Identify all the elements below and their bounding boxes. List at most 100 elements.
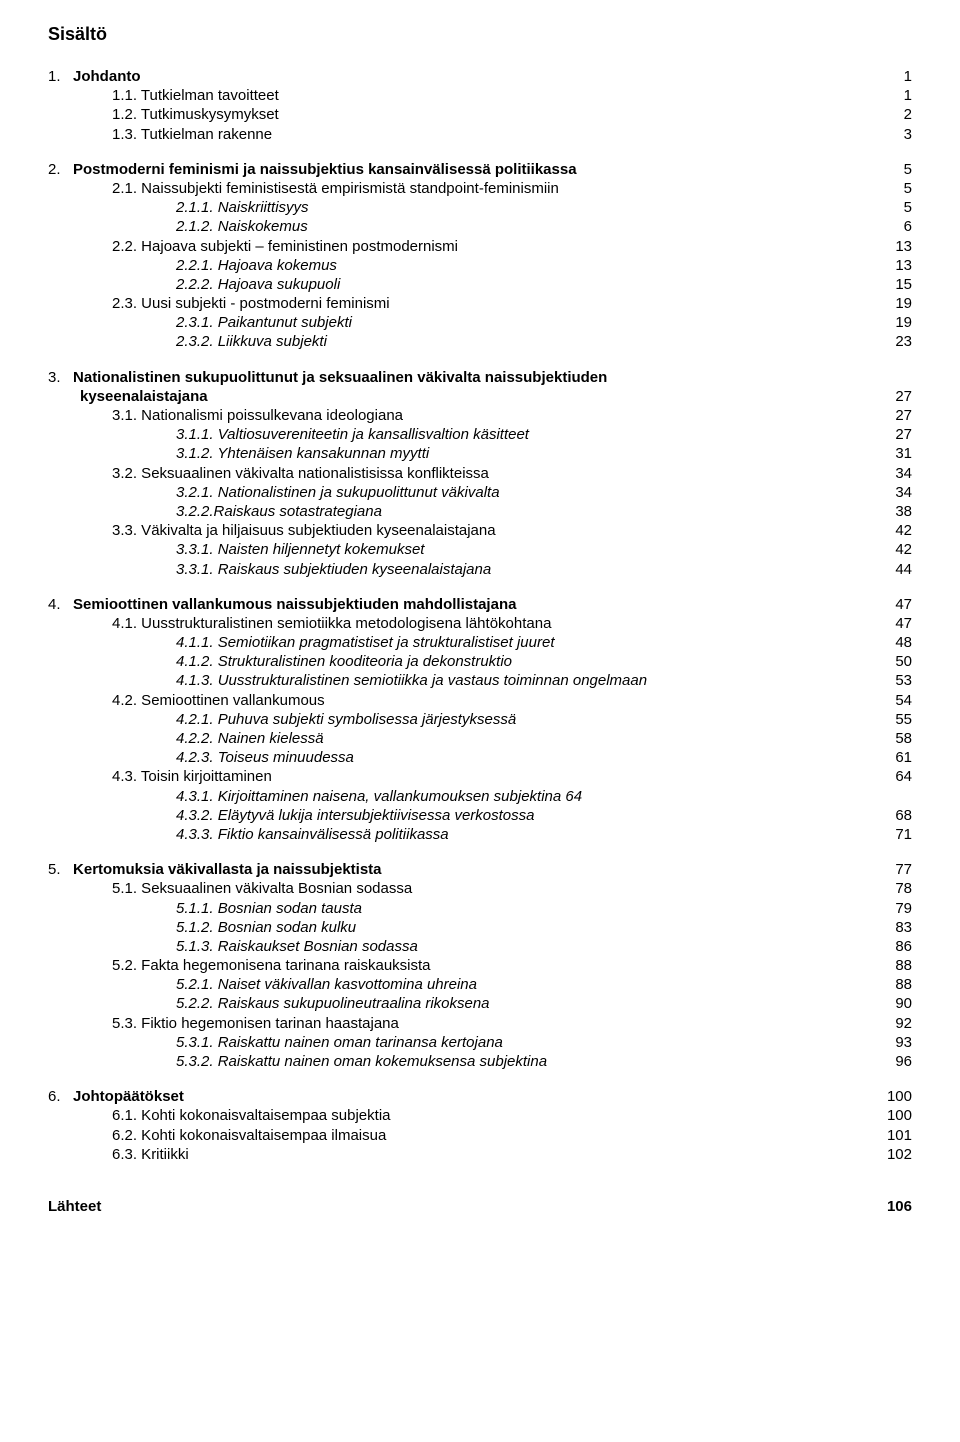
toc-row: 3.1. Nationalismi poissulkevana ideologi… — [48, 406, 912, 425]
toc-label: 4.1. Uusstrukturalistinen semiotiikka me… — [48, 614, 551, 633]
toc-label: 1.2. Tutkimuskysymykset — [48, 105, 279, 124]
toc-label: 3. Nationalistinen sukupuolittunut ja se… — [48, 368, 607, 387]
toc-row: 3.1.2. Yhtenäisen kansakunnan myytti31 — [48, 444, 912, 463]
toc-row: 5.3. Fiktio hegemonisen tarinan haastaja… — [48, 1014, 912, 1033]
toc-page: 27 — [864, 406, 912, 425]
toc-label: 4.2. Semioottinen vallankumous — [48, 691, 325, 710]
toc-row: 2.3.2. Liikkuva subjekti 23 — [48, 332, 912, 351]
toc-label: 3.2.1. Nationalistinen ja sukupuolittunu… — [48, 483, 500, 502]
toc-page: 42 — [864, 540, 912, 559]
toc-label: 5.2. Fakta hegemonisena tarinana raiskau… — [48, 956, 431, 975]
toc-row: 2.1.2. Naiskokemus6 — [48, 217, 912, 236]
toc-page: 1 — [864, 67, 912, 86]
toc-page: 71 — [864, 825, 912, 844]
toc-page: 1 — [864, 86, 912, 105]
toc-label: 3.2.2.Raiskaus sotastrategiana — [48, 502, 382, 521]
toc-row: 1.3. Tutkielman rakenne3 — [48, 125, 912, 144]
toc-label: 5.1.2. Bosnian sodan kulku — [48, 918, 356, 937]
toc-page: 78 — [864, 879, 912, 898]
toc-row: 3.1.1. Valtiosuvereniteetin ja kansallis… — [48, 425, 912, 444]
toc-row: 1.2. Tutkimuskysymykset2 — [48, 105, 912, 124]
toc-row: 5.1.2. Bosnian sodan kulku 83 — [48, 918, 912, 937]
toc-label: 4.2.3. Toiseus minuudessa — [48, 748, 354, 767]
toc-label: 5.3. Fiktio hegemonisen tarinan haastaja… — [48, 1014, 399, 1033]
toc-page: 23 — [864, 332, 912, 351]
toc-row: 4.3.2. Eläytyvä lukija intersubjektiivis… — [48, 806, 912, 825]
toc-label: 5.3.1. Raiskattu nainen oman tarinansa k… — [48, 1033, 503, 1052]
toc-row: 5.3.1. Raiskattu nainen oman tarinansa k… — [48, 1033, 912, 1052]
toc-label: 2.2.2. Hajoava sukupuoli — [48, 275, 340, 294]
toc-page: 55 — [864, 710, 912, 729]
toc-row: 4.1. Uusstrukturalistinen semiotiikka me… — [48, 614, 912, 633]
toc-page: 86 — [864, 937, 912, 956]
toc-row: 3.3.1. Naisten hiljennetyt kokemukset42 — [48, 540, 912, 559]
toc-label: 1.1. Tutkielman tavoitteet — [48, 86, 279, 105]
toc-page: 5 — [864, 179, 912, 198]
toc-page: 64 — [864, 767, 912, 786]
toc-row: 4.1.1. Semiotiikan pragmatistiset ja str… — [48, 633, 912, 652]
toc-row: 5.3.2. Raiskattu nainen oman kokemuksens… — [48, 1052, 912, 1071]
toc-page: 100 — [864, 1106, 912, 1125]
toc-label: 1. Johdanto — [48, 67, 141, 86]
toc-page: 19 — [864, 313, 912, 332]
toc-row: 4.2.1. Puhuva subjekti symbolisessa järj… — [48, 710, 912, 729]
toc-row: 3.2.1. Nationalistinen ja sukupuolittunu… — [48, 483, 912, 502]
toc-row: 6.2. Kohti kokonaisvaltaisempaa ilmaisua… — [48, 1126, 912, 1145]
toc-row: 4.2.3. Toiseus minuudessa 61 — [48, 748, 912, 767]
toc-page: 83 — [864, 918, 912, 937]
toc-label: 4.3.3. Fiktio kansainvälisessä politiika… — [48, 825, 449, 844]
toc-label: 5.2.1. Naiset väkivallan kasvottomina uh… — [48, 975, 477, 994]
toc-label: 4.1.3. Uusstrukturalistinen semiotiikka … — [48, 671, 647, 690]
toc-label: 4.3. Toisin kirjoittaminen — [48, 767, 272, 786]
toc-page: 34 — [864, 464, 912, 483]
toc-label: 2.3.1. Paikantunut subjekti — [48, 313, 352, 332]
toc-label: 2.3. Uusi subjekti - postmoderni feminis… — [48, 294, 390, 313]
toc-row: 2.2.1. Hajoava kokemus13 — [48, 256, 912, 275]
toc-label: 5.2.2. Raiskaus sukupuolineutraalina rik… — [48, 994, 490, 1013]
toc-row: 6.3. Kritiikki102 — [48, 1145, 912, 1164]
toc-row: 2. Postmoderni feminismi ja naissubjekti… — [48, 160, 912, 179]
toc-page: 27 — [864, 387, 912, 406]
toc-label: 3.3.1. Raiskaus subjektiuden kyseenalais… — [48, 560, 491, 579]
toc-page: 15 — [864, 275, 912, 294]
toc-label: 4.3.2. Eläytyvä lukija intersubjektiivis… — [48, 806, 535, 825]
toc-page: 58 — [864, 729, 912, 748]
toc-page: 92 — [864, 1014, 912, 1033]
toc-row: 5.2.2. Raiskaus sukupuolineutraalina rik… — [48, 994, 912, 1013]
toc-label: 3.2. Seksuaalinen väkivalta nationalisti… — [48, 464, 489, 483]
toc-label: 6.2. Kohti kokonaisvaltaisempaa ilmaisua — [48, 1126, 386, 1145]
toc-row: 4.1.2. Strukturalistinen kooditeoria ja … — [48, 652, 912, 671]
toc-page: 61 — [864, 748, 912, 767]
toc-page: 88 — [864, 956, 912, 975]
toc-label: 3.1. Nationalismi poissulkevana ideologi… — [48, 406, 403, 425]
toc-row: 4. Semioottinen vallankumous naissubjekt… — [48, 595, 912, 614]
toc-row: 3. Nationalistinen sukupuolittunut ja se… — [48, 368, 912, 387]
toc-label: 4.1.2. Strukturalistinen kooditeoria ja … — [48, 652, 512, 671]
toc-label: 5.1.1. Bosnian sodan tausta — [48, 899, 362, 918]
sources-page: 106 — [887, 1198, 912, 1215]
toc-page: 44 — [864, 560, 912, 579]
toc-row: 2.3.1. Paikantunut subjekti 19 — [48, 313, 912, 332]
toc-row: 2.1. Naissubjekti feministisestä empiris… — [48, 179, 912, 198]
toc-row: 4.2.2. Nainen kielessä58 — [48, 729, 912, 748]
toc-page: 27 — [864, 425, 912, 444]
toc-label: 6.1. Kohti kokonaisvaltaisempaa subjekti… — [48, 1106, 391, 1125]
table-of-contents: 1. Johdanto11.1. Tutkielman tavoitteet11… — [48, 67, 912, 1180]
toc-page: 68 — [864, 806, 912, 825]
toc-page: 47 — [864, 595, 912, 614]
toc-row: 6. Johtopäätökset100 — [48, 1087, 912, 1106]
page-title: Sisältö — [48, 24, 912, 45]
toc-label: 6. Johtopäätökset — [48, 1087, 184, 1106]
toc-label: 2.1. Naissubjekti feministisestä empiris… — [48, 179, 559, 198]
toc-page: 79 — [864, 899, 912, 918]
toc-row: 1. Johdanto 1 — [48, 67, 912, 86]
toc-page: 50 — [864, 652, 912, 671]
toc-row: 5. Kertomuksia väkivallasta ja naissubje… — [48, 860, 912, 879]
toc-page: 102 — [864, 1145, 912, 1164]
toc-label: 5. Kertomuksia väkivallasta ja naissubje… — [48, 860, 382, 879]
toc-page: 38 — [864, 502, 912, 521]
toc-label: 2.3.2. Liikkuva subjekti — [48, 332, 327, 351]
toc-page: 47 — [864, 614, 912, 633]
section-gap — [48, 1071, 912, 1087]
toc-label: 4.1.1. Semiotiikan pragmatistiset ja str… — [48, 633, 555, 652]
